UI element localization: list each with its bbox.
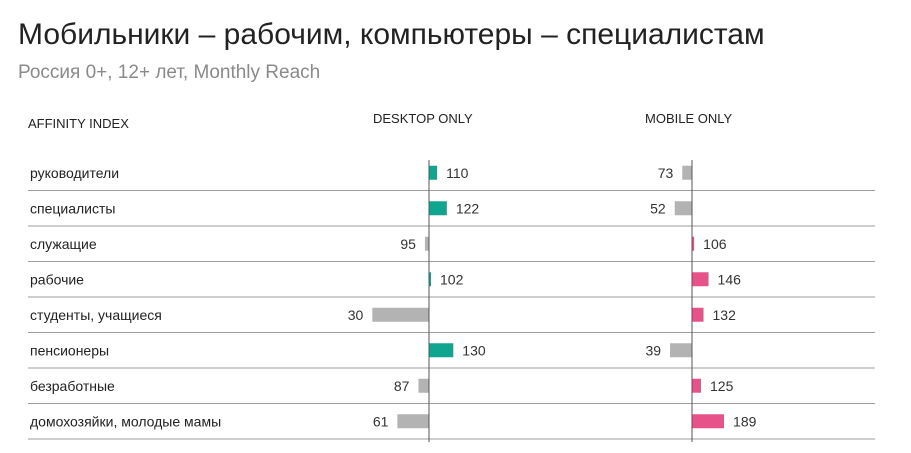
desktop-value-label: 87 bbox=[394, 378, 410, 394]
desktop-bar bbox=[429, 272, 431, 287]
desktop-value-label: 110 bbox=[446, 165, 469, 181]
mobile-bar bbox=[692, 307, 704, 322]
mobile-value-label: 52 bbox=[650, 200, 666, 216]
category-label: пенсионеры bbox=[30, 342, 109, 358]
desktop-value-label: 30 bbox=[348, 307, 364, 323]
mobile-value-label: 189 bbox=[733, 413, 757, 429]
mobile-value-label: 73 bbox=[658, 165, 674, 181]
desktop-bar bbox=[429, 201, 447, 216]
mobile-value-label: 39 bbox=[645, 342, 661, 358]
desktop-value-label: 102 bbox=[440, 271, 464, 287]
desktop-value-label: 95 bbox=[400, 236, 416, 252]
category-label: рабочие bbox=[30, 271, 84, 287]
desktop-value-label: 122 bbox=[456, 200, 480, 216]
category-label: специалисты bbox=[30, 200, 115, 216]
desktop-bar bbox=[372, 307, 429, 322]
desktop-bar bbox=[429, 343, 454, 358]
mobile-bar bbox=[670, 343, 692, 358]
desktop-bar bbox=[397, 414, 429, 429]
mobile-only-header: MOBILE ONLY bbox=[645, 111, 733, 126]
chart-subtitle: Россия 0+, 12+ лет, Monthly Reach bbox=[18, 62, 321, 83]
mobile-bar bbox=[674, 201, 692, 216]
mobile-value-label: 132 bbox=[713, 307, 737, 323]
affinity-index-header: AFFINITY INDEX bbox=[28, 116, 129, 131]
desktop-only-header: DESKTOP ONLY bbox=[373, 111, 473, 126]
category-label: студенты, учащиеся bbox=[30, 307, 162, 323]
mobile-bar bbox=[692, 414, 725, 429]
desktop-value-label: 130 bbox=[462, 342, 486, 358]
mobile-bar bbox=[682, 165, 692, 180]
mobile-bar bbox=[692, 272, 709, 287]
mobile-value-label: 106 bbox=[703, 236, 727, 252]
chart-title: Мобильники – рабочим, компьютеры – специ… bbox=[18, 18, 765, 51]
desktop-value-label: 61 bbox=[373, 413, 389, 429]
mobile-bar bbox=[692, 378, 701, 393]
category-label: безработные bbox=[30, 378, 115, 394]
category-label: руководители bbox=[30, 165, 119, 181]
mobile-value-label: 125 bbox=[710, 378, 734, 394]
category-label: домохозяйки, молодые мамы bbox=[30, 413, 221, 429]
desktop-bar bbox=[424, 236, 429, 251]
mobile-bar bbox=[692, 236, 695, 251]
desktop-bar bbox=[429, 165, 438, 180]
category-label: служащие bbox=[30, 236, 97, 252]
mobile-value-label: 146 bbox=[718, 271, 742, 287]
desktop-bar bbox=[418, 378, 429, 393]
